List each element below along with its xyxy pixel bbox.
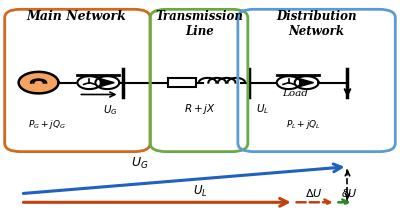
Text: $U_L$: $U_L$ <box>193 184 207 199</box>
Polygon shape <box>277 76 301 89</box>
Text: $U_G$: $U_G$ <box>103 103 118 117</box>
Polygon shape <box>100 79 114 87</box>
Text: Main Network: Main Network <box>26 10 126 23</box>
Text: Transmission
Line: Transmission Line <box>155 10 243 38</box>
Text: $\Delta U$: $\Delta U$ <box>305 187 322 199</box>
Polygon shape <box>19 72 58 93</box>
Text: $\delta U$: $\delta U$ <box>341 187 358 199</box>
Polygon shape <box>78 76 101 89</box>
Text: $P_G+jQ_G$: $P_G+jQ_G$ <box>28 118 66 131</box>
Polygon shape <box>295 76 318 89</box>
Text: $P_L+jQ_L$: $P_L+jQ_L$ <box>286 118 321 131</box>
Polygon shape <box>300 79 314 87</box>
Polygon shape <box>95 76 119 89</box>
Text: Distribution
Network: Distribution Network <box>276 10 357 38</box>
Bar <box>168 78 196 87</box>
Text: $R+jX$: $R+jX$ <box>184 102 216 116</box>
Text: $U_L$: $U_L$ <box>256 102 269 116</box>
Text: Load: Load <box>282 89 308 98</box>
Text: $U_G$: $U_G$ <box>132 156 149 171</box>
